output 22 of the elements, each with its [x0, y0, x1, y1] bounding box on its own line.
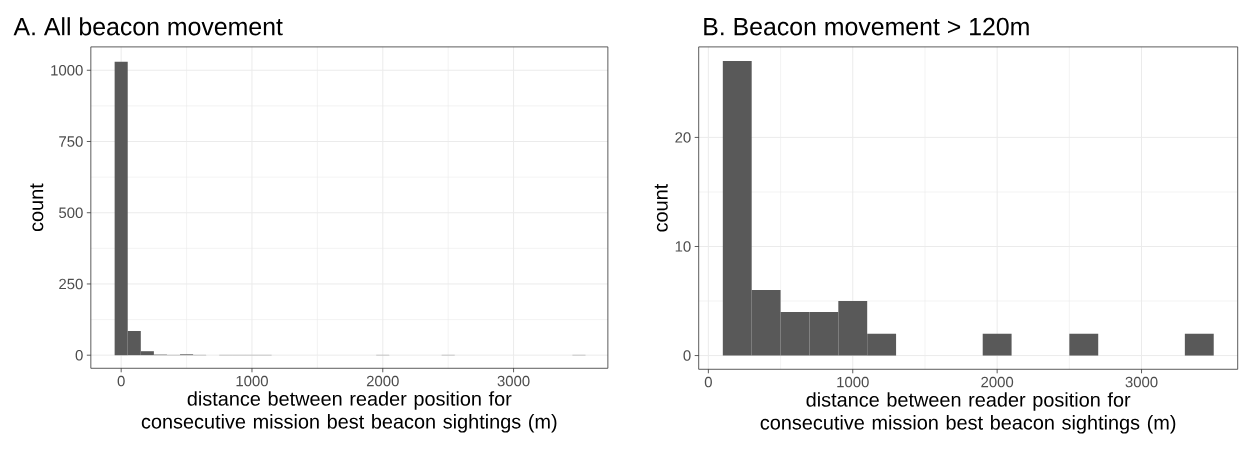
chart-title: B. Beacon movement > 120m: [704, 17, 1029, 36]
x-axis-title: distance between reader position for consecutive mission best beacon sightings (m): [141, 391, 557, 433]
y-tick-label: 1000: [51, 64, 83, 76]
y-tick-label: 500: [59, 207, 83, 218]
y-tick-label: 750: [59, 136, 83, 147]
y-tick-label: 0: [75, 349, 83, 361]
x-axis-title: distance between reader position for consecutive mission best beacon sightings (m): [760, 392, 1176, 434]
y-tick-label: 20: [675, 132, 691, 143]
y-tick-label: 10: [675, 241, 691, 252]
x-tick-label: 1000: [837, 376, 869, 388]
y-tick-label: 250: [59, 278, 83, 290]
x-tick-label: 0: [704, 376, 712, 388]
y-axis-title: count: [654, 183, 668, 232]
y-tick-label: 0: [683, 350, 691, 361]
y-axis-title: count: [30, 183, 44, 232]
x-tick-label: 3000: [497, 375, 530, 387]
x-tick-label: 1000: [236, 375, 268, 387]
x-tick-label: 3000: [1125, 376, 1158, 388]
x-tick-label: 2000: [981, 376, 1014, 388]
x-tick-label: 0: [117, 375, 125, 387]
chart-title: A. All beacon movement: [13, 17, 283, 36]
x-tick-label: 2000: [366, 375, 399, 387]
